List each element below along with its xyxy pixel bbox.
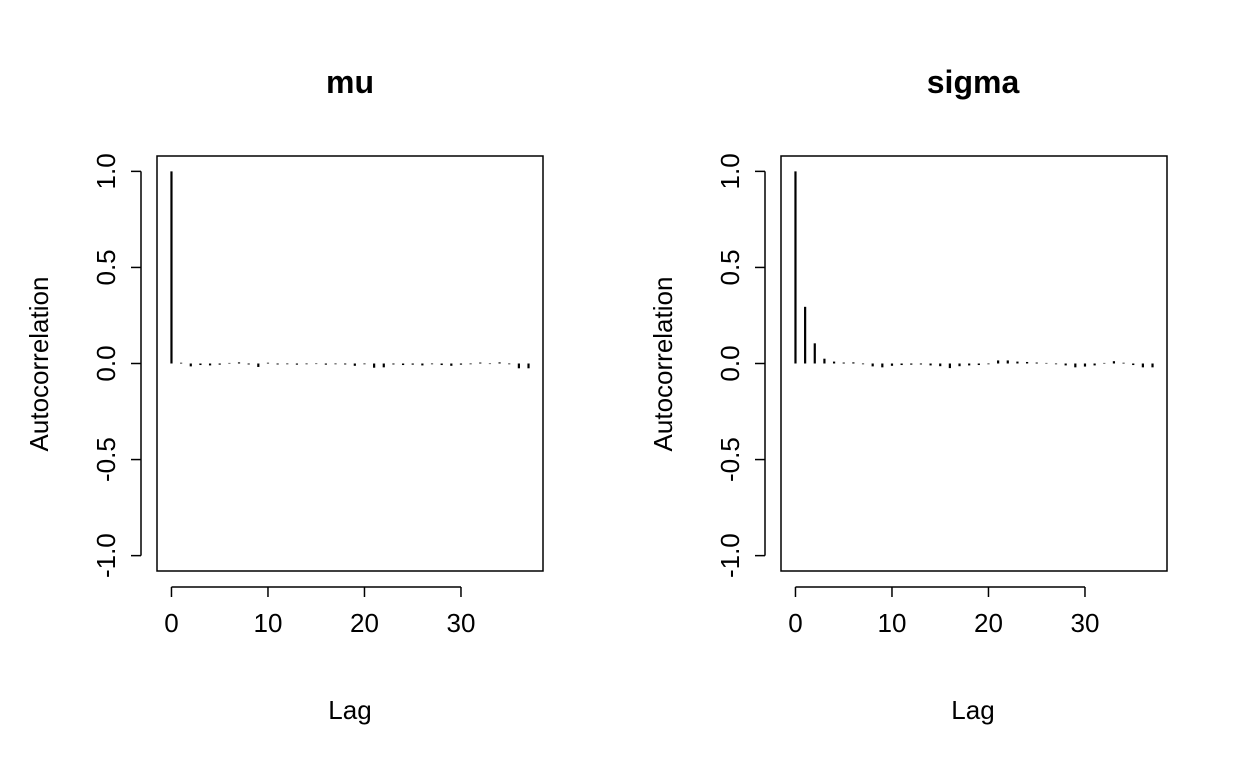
x-tick-label: 20 (350, 608, 379, 638)
y-axis-label: Autocorrelation (648, 277, 678, 452)
x-tick-label: 0 (164, 608, 178, 638)
x-axis: 0 10 20 30 (164, 586, 476, 638)
chart-title: mu (326, 64, 374, 100)
y-tick-label: 1.0 (91, 153, 121, 189)
y-tick-label: -1.0 (715, 533, 745, 578)
plot-frame (156, 155, 544, 572)
x-tick-label: 20 (974, 608, 1003, 638)
y-tick-label: -0.5 (715, 437, 745, 482)
acf-panel-sigma: sigma 0 10 20 30 -1.0 -0.5 0.0 0.5 1.0 Lag Auto… (648, 64, 1168, 725)
y-tick-label: -0.5 (91, 437, 121, 482)
acf-bars (170, 171, 530, 369)
y-axis: -1.0 -0.5 0.0 0.5 1.0 (91, 153, 142, 578)
x-axis: 0 10 20 30 (788, 586, 1100, 638)
y-axis: -1.0 -0.5 0.0 0.5 1.0 (715, 153, 766, 578)
acf-bars (794, 171, 1154, 369)
y-tick-label: 1.0 (715, 153, 745, 189)
x-tick-label: 10 (254, 608, 283, 638)
x-axis-label: Lag (951, 695, 994, 725)
y-tick-label: 0.5 (91, 249, 121, 285)
y-tick-label: 0.0 (715, 345, 745, 381)
plot-frame (780, 155, 1168, 572)
y-axis-label: Autocorrelation (24, 277, 54, 452)
x-tick-label: 0 (788, 608, 802, 638)
y-tick-label: 0.0 (91, 345, 121, 381)
x-tick-label: 30 (447, 608, 476, 638)
chart-title: sigma (927, 64, 1020, 100)
x-tick-label: 30 (1071, 608, 1100, 638)
acf-panel-mu: mu 0 10 20 30 -1.0 -0.5 0.0 0.5 1.0 Lag Autocor… (24, 64, 544, 725)
y-tick-label: 0.5 (715, 249, 745, 285)
x-axis-label: Lag (328, 695, 371, 725)
y-tick-label: -1.0 (91, 533, 121, 578)
x-tick-label: 10 (878, 608, 907, 638)
